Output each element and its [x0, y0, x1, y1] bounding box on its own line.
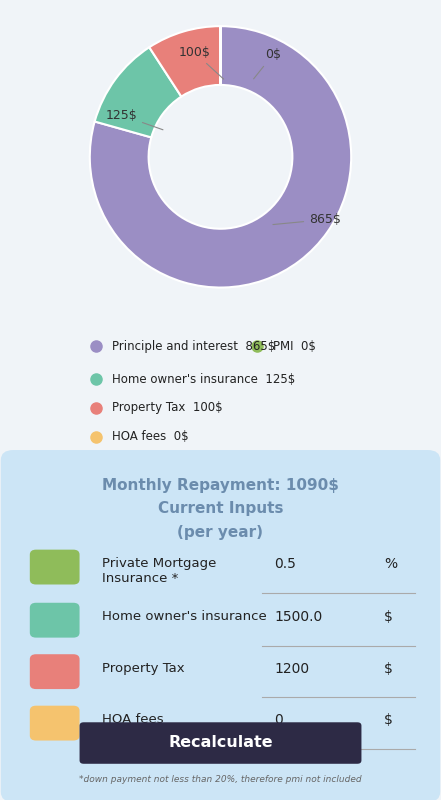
- FancyBboxPatch shape: [30, 550, 79, 585]
- Text: %: %: [384, 558, 397, 571]
- Text: Monthly Repayment: 1090$: Monthly Repayment: 1090$: [102, 478, 339, 494]
- Text: Home owner's insurance  125$: Home owner's insurance 125$: [112, 373, 295, 386]
- Text: 0.5: 0.5: [274, 558, 296, 571]
- Wedge shape: [95, 47, 181, 138]
- Text: 1200: 1200: [274, 662, 310, 676]
- FancyBboxPatch shape: [79, 722, 362, 764]
- Text: $: $: [384, 662, 393, 676]
- Text: 100$: 100$: [179, 46, 224, 79]
- Text: $: $: [384, 610, 393, 624]
- Text: (per year): (per year): [177, 525, 264, 540]
- Text: Property Tax: Property Tax: [102, 662, 185, 675]
- FancyBboxPatch shape: [30, 654, 79, 689]
- Text: HOA fees: HOA fees: [102, 714, 164, 726]
- FancyBboxPatch shape: [30, 602, 79, 638]
- Text: 0: 0: [274, 714, 283, 727]
- Wedge shape: [149, 26, 220, 97]
- Wedge shape: [90, 26, 351, 287]
- Text: $: $: [384, 714, 393, 727]
- Text: 865$: 865$: [273, 213, 341, 226]
- Text: 125$: 125$: [105, 109, 163, 130]
- Text: Current Inputs: Current Inputs: [158, 502, 283, 517]
- Text: 0$: 0$: [254, 48, 281, 79]
- FancyBboxPatch shape: [30, 706, 79, 741]
- Text: Principle and interest  865$: Principle and interest 865$: [112, 340, 275, 353]
- Text: Private Mortgage
Insurance *: Private Mortgage Insurance *: [102, 558, 217, 586]
- Text: *down payment not less than 20%, therefore pmi not included: *down payment not less than 20%, therefo…: [79, 775, 362, 784]
- Text: HOA fees  0$: HOA fees 0$: [112, 430, 189, 443]
- FancyBboxPatch shape: [1, 450, 440, 800]
- Text: PMI  0$: PMI 0$: [273, 340, 316, 353]
- Text: 1500.0: 1500.0: [274, 610, 323, 624]
- Text: Home owner's insurance: Home owner's insurance: [102, 610, 267, 623]
- Text: Recalculate: Recalculate: [168, 735, 273, 750]
- Text: Property Tax  100$: Property Tax 100$: [112, 402, 223, 414]
